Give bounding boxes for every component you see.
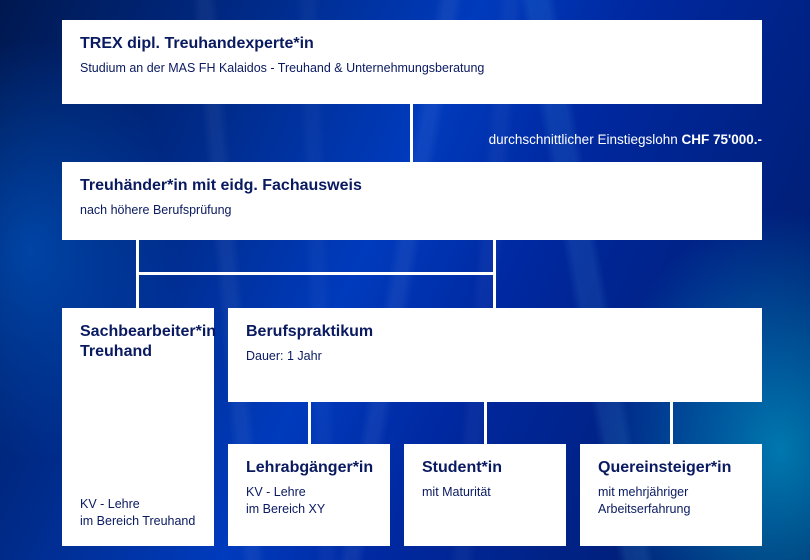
node-subtitle: nach höhere Berufsprüfung: [80, 202, 744, 219]
node-title: Lehrabgänger*in: [246, 458, 372, 478]
node-subtitle: mit mehrjähriger Arbeitserfahrung: [598, 484, 744, 518]
node-lehrabgaenger: Lehrabgänger*in KV - Lehre im Bereich XY: [228, 444, 390, 546]
node-student: Student*in mit Maturität: [404, 444, 566, 546]
connector: [410, 104, 413, 162]
connector: [308, 402, 311, 444]
node-subtitle: mit Maturität: [422, 484, 548, 501]
node-title: Student*in: [422, 458, 548, 478]
node-title: Berufspraktikum: [246, 322, 744, 342]
salary-prefix: durchschnittlicher Einstiegslohn: [489, 132, 682, 147]
salary-label: durchschnittlicher Einstiegslohn CHF 75'…: [470, 132, 762, 147]
connector: [484, 402, 487, 444]
diagram-stage: durchschnittlicher Einstiegslohn CHF 75'…: [0, 0, 810, 560]
node-subtitle: Studium an der MAS FH Kalaidos - Treuhan…: [80, 60, 744, 77]
node-trex: TREX dipl. Treuhandexperte*in Studium an…: [62, 20, 762, 104]
node-treuhaender: Treuhänder*in mit eidg. Fachausweis nach…: [62, 162, 762, 240]
node-subtitle: Dauer: 1 Jahr: [246, 348, 744, 365]
node-title: Treuhänder*in mit eidg. Fachausweis: [80, 176, 744, 196]
node-sachbearbeiter: Sachbearbeiter*in Treuhand KV - Lehre im…: [62, 308, 214, 546]
connector: [136, 272, 496, 275]
node-title: TREX dipl. Treuhandexperte*in: [80, 34, 744, 54]
salary-amount: CHF 75'000.-: [682, 132, 763, 147]
node-praktikum: Berufspraktikum Dauer: 1 Jahr: [228, 308, 762, 402]
node-quereinsteiger: Quereinsteiger*in mit mehrjähriger Arbei…: [580, 444, 762, 546]
connector: [670, 402, 673, 444]
node-subtitle: KV - Lehre im Bereich Treuhand: [80, 496, 196, 530]
node-title: Sachbearbeiter*in Treuhand: [80, 322, 196, 362]
node-subtitle: KV - Lehre im Bereich XY: [246, 484, 372, 518]
node-title: Quereinsteiger*in: [598, 458, 744, 478]
